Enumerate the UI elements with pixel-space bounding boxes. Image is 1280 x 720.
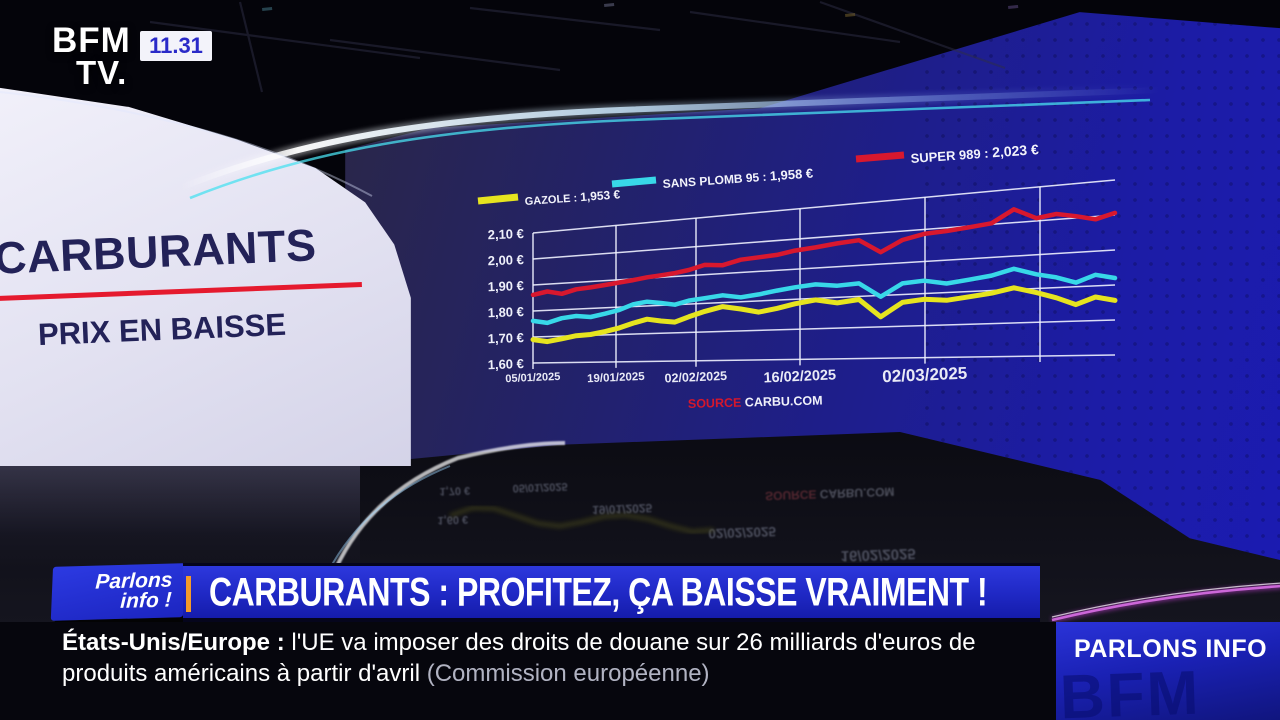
svg-text:19/01/2025: 19/01/2025 [587, 371, 646, 386]
svg-text:1,70 €: 1,70 € [487, 330, 524, 346]
svg-text:16/02/2025: 16/02/2025 [763, 367, 836, 386]
ticker-tag: États-Unis/Europe : [62, 629, 285, 656]
orange-separator [186, 576, 191, 612]
chart-grid [532, 179, 1116, 369]
program-badge: Parlons info ! [50, 563, 186, 621]
svg-text:02/02/2025: 02/02/2025 [664, 369, 727, 386]
clock-badge: 11.31 [140, 31, 212, 61]
chart-legend: GAZOLE : 1,953 € SANS PLOMB 95 : 1,958 € S… [477, 141, 1039, 208]
program-box: PARLONS INFO BFM [1056, 622, 1280, 720]
svg-text:16/02/2025: 16/02/2025 [840, 545, 916, 565]
legend-item-1: SANS PLOMB 95 : 1,958 € [662, 166, 813, 191]
ticker-text: États-Unis/Europe : l'UE va imposer des … [62, 627, 1062, 689]
ticker-body: l'UE va imposer des droits de douane sur… [62, 629, 976, 688]
svg-text:05/01/2025: 05/01/2025 [505, 371, 561, 385]
svg-text:SOURCE CARBU.COM: SOURCE CARBU.COM [765, 484, 895, 503]
light-arc-band [0, 84, 1161, 200]
svg-text:2,00 €: 2,00 € [487, 252, 524, 268]
x-axis-labels: 05/01/2025 19/01/2025 02/02/2025 16/02/2025… [505, 364, 968, 387]
program-badge-line2: info ! [119, 588, 173, 613]
svg-text:2,10 €: 2,10 € [487, 226, 524, 242]
source-credit: SOURCE CARBU.COM [688, 393, 823, 411]
channel-logo-line1: BFM [52, 21, 131, 60]
y-axis-labels: 2,10 € 2,00 € 1,90 € 1,80 € 1,70 € 1,60 € [487, 226, 524, 372]
svg-text:1,90 €: 1,90 € [487, 278, 524, 294]
chart-series [530, 207, 1118, 345]
svg-text:02/02/2025: 02/02/2025 [708, 524, 777, 541]
series-line-1 [530, 266, 1118, 326]
headline-bar: CARBURANTS : PROFITEZ, ÇA BAISSE VRAIMEN… [183, 563, 1040, 622]
lower-third-banner: Parlons info ! CARBURANTS : PROFITEZ, ÇA… [0, 563, 1280, 622]
desk-rim-light [1051, 582, 1280, 623]
series-line-2 [530, 207, 1118, 298]
series-line-0 [530, 285, 1118, 345]
floor-reflections: 05/01/2025 19/01/2025 02/02/2025 16/02/2025… [437, 480, 916, 564]
floor-light-streak [327, 441, 566, 573]
svg-text:SOURCE CARBU.COM: SOURCE CARBU.COM [688, 393, 823, 411]
svg-text:1,80 €: 1,80 € [487, 304, 524, 320]
clock-time: 11.31 [149, 33, 203, 58]
svg-text:1,60 €: 1,60 € [437, 513, 468, 526]
legend-item-0: GAZOLE : 1,953 € [524, 187, 621, 208]
ceiling-truss [149, 0, 1019, 93]
channel-logo-line2: TV. [76, 54, 128, 92]
svg-text:02/03/2025: 02/03/2025 [882, 364, 968, 387]
program-name: PARLONS INFO [1074, 635, 1268, 663]
svg-text:19/01/2025: 19/01/2025 [592, 501, 653, 517]
svg-text:1,70 €: 1,70 € [439, 484, 470, 497]
ticker-attribution: (Commission européenne) [426, 660, 710, 688]
bfm-watermark: BFM [1058, 658, 1202, 720]
headline-text: CARBURANTS : PROFITEZ, ÇA BAISSE VRAIMEN… [209, 568, 988, 614]
svg-text:05/01/2025: 05/01/2025 [512, 480, 567, 494]
floor-reflection-glow [0, 455, 360, 570]
svg-text:1,60 €: 1,60 € [487, 356, 524, 372]
channel-logo: BFM TV. [52, 21, 131, 92]
legend-item-2: SUPER 989 : 2,023 € [910, 141, 1039, 166]
news-ticker: États-Unis/Europe : l'UE va imposer des … [0, 622, 1280, 720]
